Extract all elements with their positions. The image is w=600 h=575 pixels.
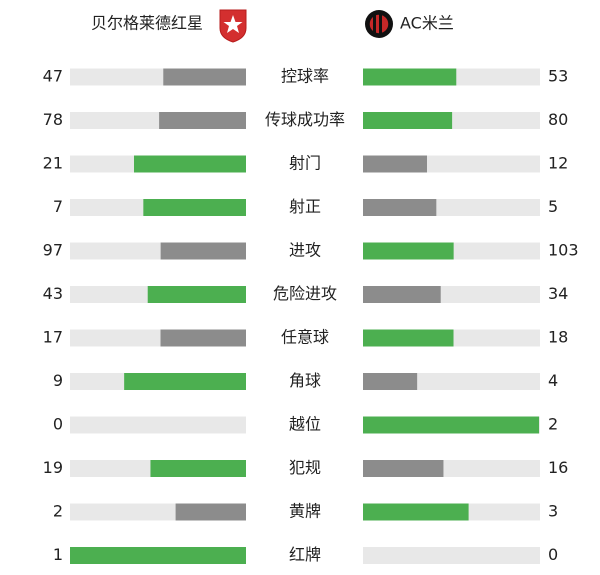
away-value: 34 (548, 284, 568, 303)
home-bar (160, 329, 246, 347)
away-value: 2 (548, 415, 558, 434)
stat-label: 犯规 (289, 458, 321, 477)
home-value: 17 (43, 328, 63, 347)
home-bar (124, 373, 246, 390)
away-value: 12 (548, 154, 568, 173)
home-bar (159, 112, 246, 129)
away-bar (363, 199, 437, 216)
home-bar (143, 199, 246, 216)
home-bar (160, 242, 246, 260)
home-bar (175, 503, 246, 521)
away-bar (363, 286, 441, 303)
stat-label: 射正 (289, 197, 321, 216)
home-value: 97 (43, 241, 63, 260)
home-value: 1 (53, 545, 63, 564)
home-bar (134, 155, 246, 173)
home-bar (163, 68, 246, 86)
away-value: 18 (548, 328, 568, 347)
stat-label: 角球 (289, 371, 321, 390)
away-bar (363, 416, 539, 434)
away-bar (363, 155, 427, 173)
away-bar (363, 242, 454, 260)
home-team-name: 贝尔格莱德红星 (91, 14, 203, 33)
stat-label: 黄牌 (289, 502, 321, 521)
home-value: 19 (43, 458, 63, 477)
home-bar (150, 460, 246, 477)
home-value: 78 (43, 110, 63, 129)
away-bar (363, 373, 418, 390)
home-value: 47 (43, 67, 63, 86)
away-value: 0 (548, 545, 558, 564)
home-value: 0 (53, 415, 63, 434)
away-value: 16 (548, 458, 568, 477)
stat-label: 危险进攻 (273, 284, 337, 303)
away-bar (363, 329, 454, 347)
stat-label: 进攻 (289, 241, 321, 260)
home-value: 7 (53, 197, 63, 216)
stat-label: 越位 (289, 415, 321, 434)
away-team-name: AC米兰 (400, 14, 454, 33)
away-value: 80 (548, 110, 568, 129)
home-value: 43 (43, 284, 63, 303)
away-track (363, 547, 540, 564)
away-logo (365, 10, 393, 38)
stat-label: 射门 (289, 154, 321, 173)
home-bar (147, 286, 246, 303)
home-value: 2 (53, 502, 63, 521)
home-value: 21 (43, 154, 63, 173)
stat-label: 红牌 (289, 545, 321, 564)
stat-label: 传球成功率 (265, 110, 345, 129)
away-bar (363, 460, 444, 477)
home-track (70, 416, 246, 434)
away-value: 5 (548, 197, 558, 216)
away-value: 4 (548, 371, 558, 390)
away-value: 3 (548, 502, 558, 521)
home-logo (219, 9, 247, 43)
away-value: 53 (548, 67, 568, 86)
stat-label: 控球率 (281, 67, 329, 86)
stat-label: 任意球 (281, 328, 329, 347)
away-value: 103 (548, 241, 579, 260)
home-value: 9 (53, 371, 63, 390)
home-bar (70, 547, 246, 564)
away-bar (363, 112, 453, 129)
away-bar (363, 503, 469, 521)
away-bar (363, 68, 457, 86)
